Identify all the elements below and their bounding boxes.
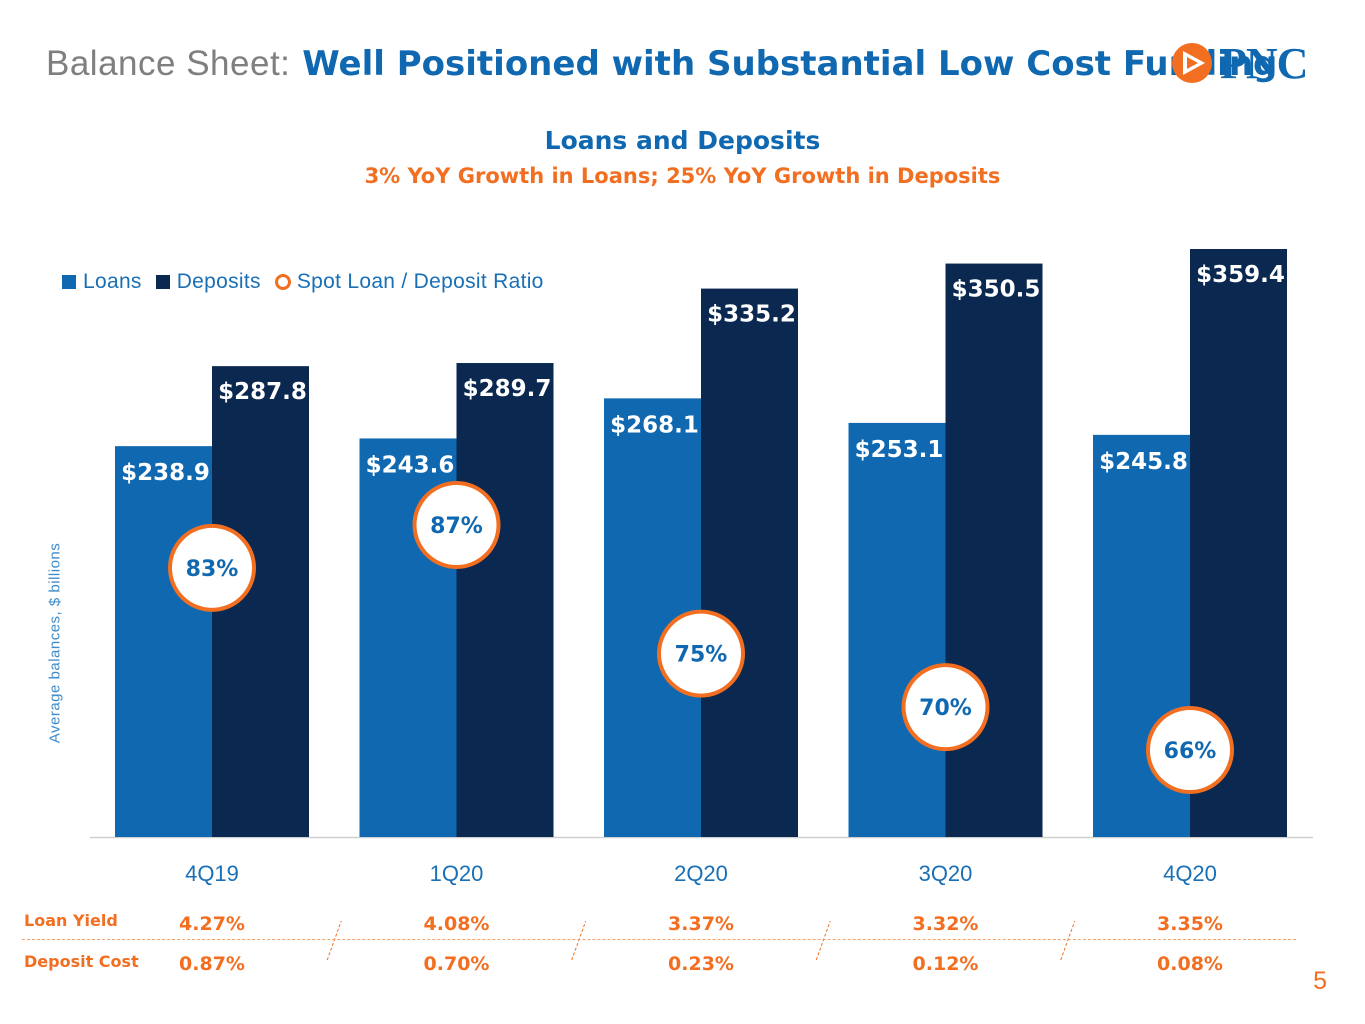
ratio-label: 70% bbox=[919, 696, 972, 721]
data-label-loans: $253.1 bbox=[855, 437, 944, 463]
data-label-loans: $245.8 bbox=[1099, 449, 1188, 475]
loan-yield-label: Loan Yield bbox=[24, 911, 118, 930]
loan-yield-value: 3.37% bbox=[668, 913, 734, 935]
deposit-cost-value: 0.23% bbox=[668, 953, 734, 975]
bar-deposits bbox=[701, 288, 798, 837]
data-label-deposits: $289.7 bbox=[463, 376, 552, 402]
legend-swatch-loans bbox=[62, 275, 76, 289]
chart-legend: Loans Deposits Spot Loan / Deposit Ratio bbox=[62, 270, 558, 294]
pnc-triangle-icon bbox=[1172, 43, 1212, 83]
loan-yield-value: 4.08% bbox=[424, 913, 490, 935]
legend-label-loans: Loans bbox=[83, 270, 142, 293]
data-label-deposits: $350.5 bbox=[952, 277, 1041, 303]
chart-title: Loans and Deposits bbox=[544, 126, 821, 155]
ratio-circle bbox=[901, 663, 990, 752]
ratio-label: 83% bbox=[186, 557, 239, 582]
x-tick-label: 4Q19 bbox=[185, 861, 239, 886]
deposit-cost-value: 0.87% bbox=[179, 953, 245, 975]
column-separator bbox=[571, 920, 587, 961]
data-label-loans: $238.9 bbox=[121, 460, 210, 486]
legend-swatch-ratio bbox=[274, 274, 291, 290]
column-separator bbox=[326, 920, 342, 961]
loan-yield-value: 3.35% bbox=[1157, 913, 1223, 935]
ratio-label: 75% bbox=[675, 643, 728, 668]
legend-swatch-deposits bbox=[155, 275, 170, 289]
column-separator bbox=[815, 920, 831, 961]
chart-subtitle: 3% YoY Growth in Loans; 25% YoY Growth i… bbox=[364, 164, 1001, 188]
ratio-label: 87% bbox=[430, 514, 483, 539]
data-label-deposits: $359.4 bbox=[1196, 262, 1285, 288]
x-tick-label: 4Q20 bbox=[1163, 861, 1217, 886]
data-label-loans: $268.1 bbox=[610, 412, 699, 438]
legend-label-deposits: Deposits bbox=[176, 270, 261, 293]
logo-text: PNC bbox=[1220, 38, 1308, 88]
bar-deposits bbox=[945, 263, 1043, 838]
legend-item-deposits: Deposits bbox=[155, 270, 261, 294]
loan-yield-value: 4.27% bbox=[179, 913, 245, 935]
deposit-cost-value: 0.08% bbox=[1157, 953, 1223, 975]
title-main: Well Positioned with Substantial Low Cos… bbox=[302, 44, 1278, 84]
x-tick-label: 1Q20 bbox=[430, 861, 484, 886]
table-divider bbox=[22, 939, 1296, 940]
x-tick-label: 2Q20 bbox=[674, 861, 728, 886]
title-prefix: Balance Sheet: bbox=[46, 44, 291, 83]
legend-item-ratio: Spot Loan / Deposit Ratio bbox=[274, 270, 544, 294]
column-separator bbox=[1060, 920, 1076, 961]
slide-title: Balance Sheet: Well Positioned with Subs… bbox=[46, 40, 1277, 88]
ratio-circle bbox=[412, 481, 501, 569]
x-tick-label: 3Q20 bbox=[919, 861, 973, 886]
legend-item-loans: Loans bbox=[62, 270, 142, 294]
deposit-cost-value: 0.70% bbox=[424, 953, 490, 975]
bar-loans bbox=[115, 446, 212, 837]
data-label-loans: $243.6 bbox=[366, 452, 455, 478]
ratio-circle bbox=[657, 609, 745, 698]
page-number: 5 bbox=[1313, 967, 1327, 995]
data-label-deposits: $335.2 bbox=[707, 302, 796, 328]
ratio-circle bbox=[168, 523, 256, 612]
deposit-cost-label: Deposit Cost bbox=[24, 952, 139, 971]
loan-yield-value: 3.32% bbox=[913, 913, 979, 935]
ratio-label: 66% bbox=[1164, 739, 1217, 764]
pnc-logo: PNC bbox=[1170, 36, 1308, 90]
bar-loans bbox=[848, 422, 946, 837]
data-label-deposits: $287.8 bbox=[218, 379, 307, 405]
legend-label-ratio: Spot Loan / Deposit Ratio bbox=[296, 270, 544, 293]
bar-deposits bbox=[456, 363, 554, 837]
deposit-cost-value: 0.12% bbox=[913, 953, 979, 975]
ratio-circle bbox=[1146, 706, 1234, 794]
